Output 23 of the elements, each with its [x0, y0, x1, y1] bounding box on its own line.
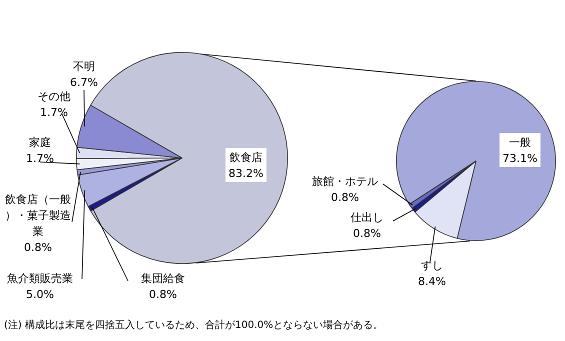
data-label: 1.7%: [40, 106, 68, 119]
data-label: 0.8%: [24, 240, 52, 254]
data-label: 6.7%: [70, 76, 98, 89]
slice-label: 一般: [509, 136, 531, 149]
slice-label: 仕出し: [350, 210, 384, 224]
slice-label: 旅館・ホテル: [312, 174, 378, 188]
slice-label: 家庭: [29, 136, 51, 149]
slice-label: 飲食店: [230, 150, 262, 164]
data-label: 1.7%: [26, 152, 54, 165]
slice-label: 集団給食: [141, 272, 185, 285]
data-label: 0.8%: [149, 288, 177, 301]
data-label: 0.8%: [353, 226, 381, 240]
slice-label: 不明: [73, 60, 95, 73]
data-label: 5.0%: [26, 288, 54, 301]
data-label: 73.1%: [502, 152, 538, 165]
data-label: 83.2%: [228, 166, 264, 180]
data-label: 8.4%: [418, 274, 446, 288]
text: (注) 構成比は末尾を四捨五入しているため、合計が100.0%とならない場合がある。: [4, 318, 384, 332]
data-label: 0.8%: [331, 190, 359, 204]
slice-label: 飲食店（一般）・菓子製造業: [5, 192, 71, 238]
slice-label: すし: [421, 258, 443, 272]
slice-label: 魚介類販売業: [7, 272, 73, 285]
slice-label: その他: [38, 90, 70, 103]
